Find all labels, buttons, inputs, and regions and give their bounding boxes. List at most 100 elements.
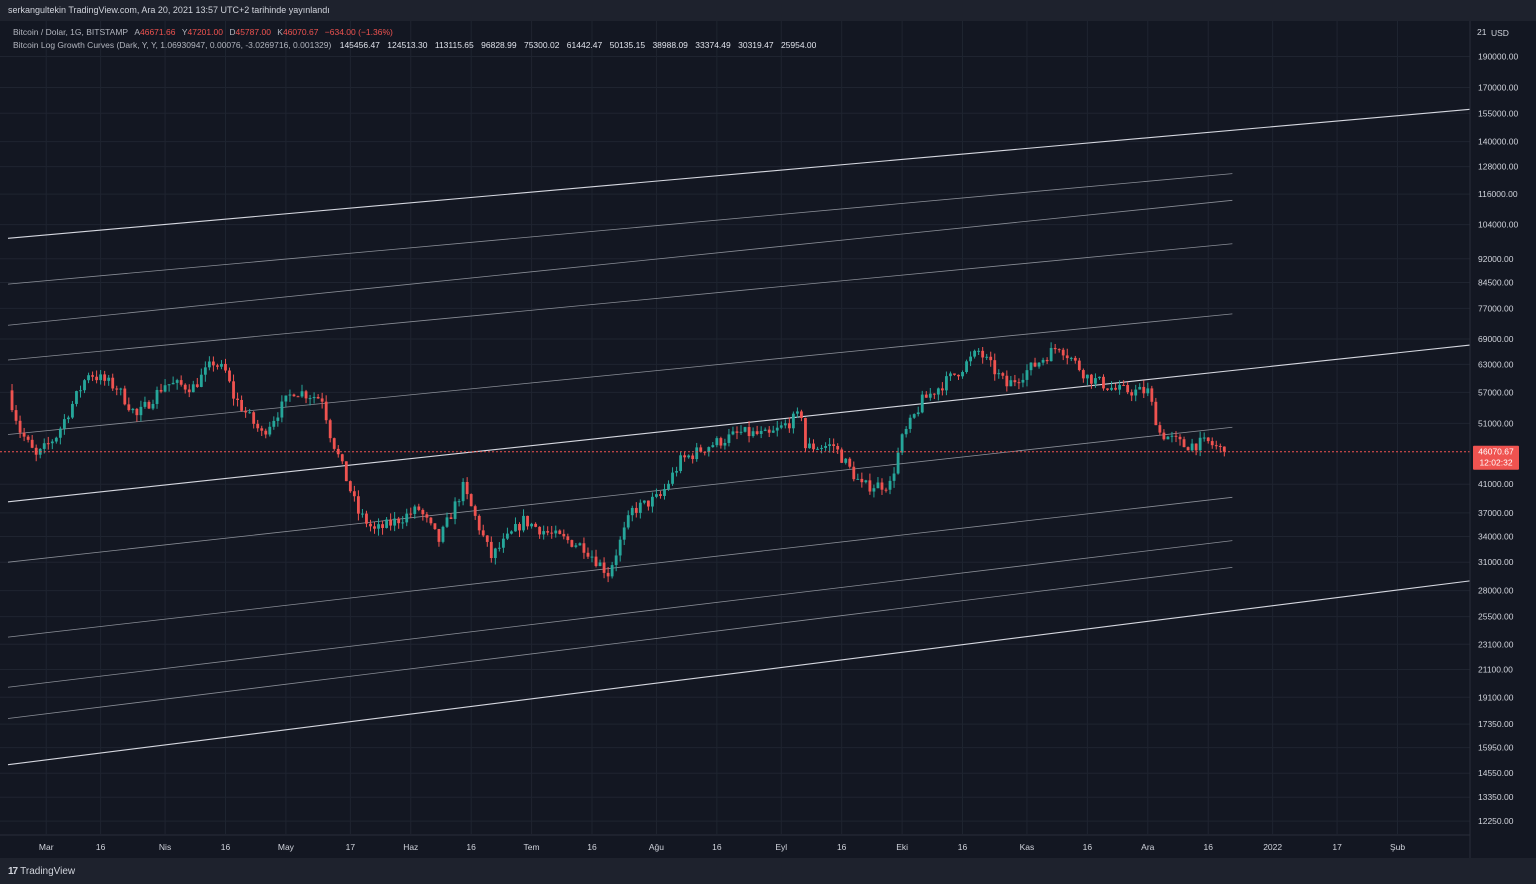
candle-body [1202, 437, 1206, 439]
candle-body [1057, 349, 1061, 351]
currency-badge[interactable] [1489, 26, 1519, 39]
price-tag-value: 46070.67 [1478, 447, 1514, 457]
candle-body [405, 513, 409, 523]
candle-body [848, 458, 852, 467]
candle-body [1017, 382, 1021, 384]
price-tick-label: 104000.00 [1478, 220, 1518, 230]
candle-body [1174, 435, 1178, 437]
candle-body [115, 388, 119, 390]
candle-body [558, 530, 562, 534]
candle-body [155, 389, 159, 404]
candle-body [14, 410, 18, 421]
candle-body [562, 533, 566, 537]
candle-body [787, 423, 791, 429]
candle-body [554, 530, 558, 534]
candle-body [900, 434, 904, 453]
candle-body [417, 506, 421, 510]
candle-body [361, 513, 364, 515]
candle-body [501, 538, 505, 548]
candle-body [949, 373, 952, 377]
indicator-value: 124513.30 [387, 40, 428, 50]
candle-body [997, 373, 1001, 375]
candle-body [800, 411, 803, 419]
candle-body [67, 417, 70, 420]
candle-body [1130, 392, 1134, 396]
price-chart[interactable]: 190000.00 170000.00 155000.00 140000.00 1280… [0, 21, 1536, 858]
time-tick-label: 16 [958, 842, 968, 852]
candle-body [1081, 370, 1085, 379]
time-tick-label: Mar [39, 842, 54, 852]
candle-body [1182, 439, 1186, 448]
price-tick-label: 37000.00 [1478, 508, 1514, 518]
candle-body [1090, 374, 1093, 384]
candle-body [739, 431, 743, 433]
candle-body [1162, 432, 1166, 440]
time-tick-label: Haz [403, 842, 418, 852]
candle-body [610, 565, 614, 577]
candle-body [1013, 380, 1017, 383]
growth-band-line [7, 313, 1233, 435]
candle-body [1033, 362, 1037, 367]
time-tick-label: 16 [221, 842, 231, 852]
tradingview-brand[interactable]: 17 TradingView [8, 866, 75, 877]
candle-body [638, 502, 642, 513]
candle-body [95, 376, 99, 381]
candle-body [1126, 385, 1130, 393]
candle-body [493, 548, 497, 559]
candle-body [876, 482, 880, 489]
candle-body [1073, 357, 1077, 361]
candle-body [1106, 388, 1109, 390]
candle-body [795, 411, 799, 414]
candle-body [650, 496, 654, 507]
time-tick-label: Şub [1390, 842, 1405, 852]
currency-label[interactable]: USD [1491, 28, 1509, 38]
candle-body [506, 533, 509, 539]
candle-body [409, 513, 413, 515]
candle-body [977, 350, 981, 352]
candle-body [812, 443, 815, 450]
candle-body [373, 526, 376, 529]
candle-body [183, 384, 187, 390]
time-tick-label: May [278, 842, 295, 852]
open-value: 46671.66 [140, 27, 176, 37]
candle-body [1021, 379, 1025, 383]
candle-body [646, 500, 650, 507]
close-label: K [277, 27, 283, 37]
candle-body [804, 418, 807, 449]
candle-body [574, 545, 578, 547]
candle-body [340, 454, 344, 462]
candle-body [1158, 425, 1162, 433]
candle-body [1134, 389, 1138, 396]
candle-body [522, 515, 525, 531]
candle-body [151, 403, 155, 409]
candle-body [195, 384, 199, 387]
candle-body [864, 480, 868, 483]
candle-body [1045, 359, 1049, 362]
candle-body [856, 478, 860, 480]
price-tick-label: 51000.00 [1478, 418, 1514, 428]
price-axis[interactable]: 190000.00 170000.00 155000.00 140000.00 1280… [1478, 51, 1518, 826]
candle-body [18, 420, 22, 433]
candle-body [22, 432, 26, 437]
symbol-legend[interactable]: Bitcoin / Dolar, 1G, BITSTAMP A46671.66 … [13, 27, 393, 37]
candle-body [324, 401, 328, 421]
candlestick-series [10, 342, 1226, 583]
candle-body [518, 524, 521, 531]
candle-body [159, 389, 163, 392]
time-tick-label: 17 [1332, 842, 1342, 852]
indicator-legend[interactable]: Bitcoin Log Growth Curves (Dark, Y, Y, 1… [13, 40, 821, 50]
candle-body [699, 447, 703, 452]
candle-body [300, 391, 304, 397]
chart-plot-area[interactable]: 190000.00 170000.00 155000.00 140000.00 1280… [0, 21, 1536, 858]
log-growth-bands [7, 108, 1471, 766]
candle-body [393, 518, 397, 526]
price-tag-bg [1473, 445, 1519, 470]
time-tick-label: 16 [837, 842, 847, 852]
candle-body [1150, 388, 1154, 402]
candle-body [228, 370, 231, 382]
candle-body [276, 417, 280, 421]
candle-body [336, 448, 340, 455]
time-axis[interactable]: Mar 16 Nis 16 May 17 Haz 16 Tem 16 Ağu 16 Eyl 16 Eki 16… [39, 842, 1405, 852]
candle-body [659, 494, 662, 496]
candle-body [264, 430, 268, 435]
